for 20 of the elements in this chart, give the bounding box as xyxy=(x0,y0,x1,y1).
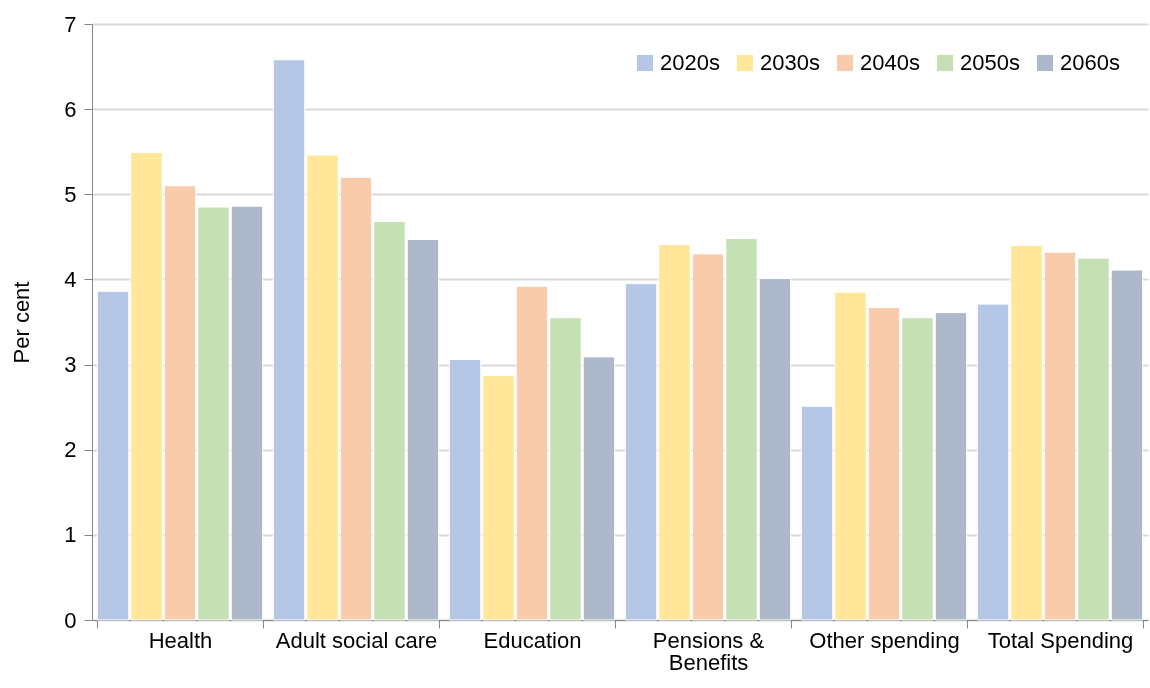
x-tick-label: Pensions & Benefits xyxy=(652,627,765,675)
x-tick-label: Education xyxy=(483,627,582,653)
legend-label: 2040s xyxy=(860,50,920,75)
legend-label: 2060s xyxy=(1060,50,1120,75)
y-tick-label: 6 xyxy=(64,96,77,122)
y-tick-label: 0 xyxy=(64,607,77,633)
y-tick-label: 7 xyxy=(64,11,77,37)
legend-label: 2030s xyxy=(760,50,820,75)
x-tick-label: Health xyxy=(148,627,213,653)
y-tick-label: 3 xyxy=(64,352,77,378)
y-tick-label: 4 xyxy=(64,266,77,292)
y-tick-label: 5 xyxy=(64,181,77,207)
legend-label: 2020s xyxy=(660,50,720,75)
y-axis-title: Per cent xyxy=(9,281,35,364)
legend-label: 2050s xyxy=(960,50,1020,75)
y-tick-label: 2 xyxy=(64,437,77,463)
y-tick-label: 1 xyxy=(64,522,77,548)
x-tick-label: Total Spending xyxy=(987,627,1134,653)
x-tick-label: Other spending xyxy=(809,627,960,653)
x-tick-label: Adult social care xyxy=(275,627,438,653)
